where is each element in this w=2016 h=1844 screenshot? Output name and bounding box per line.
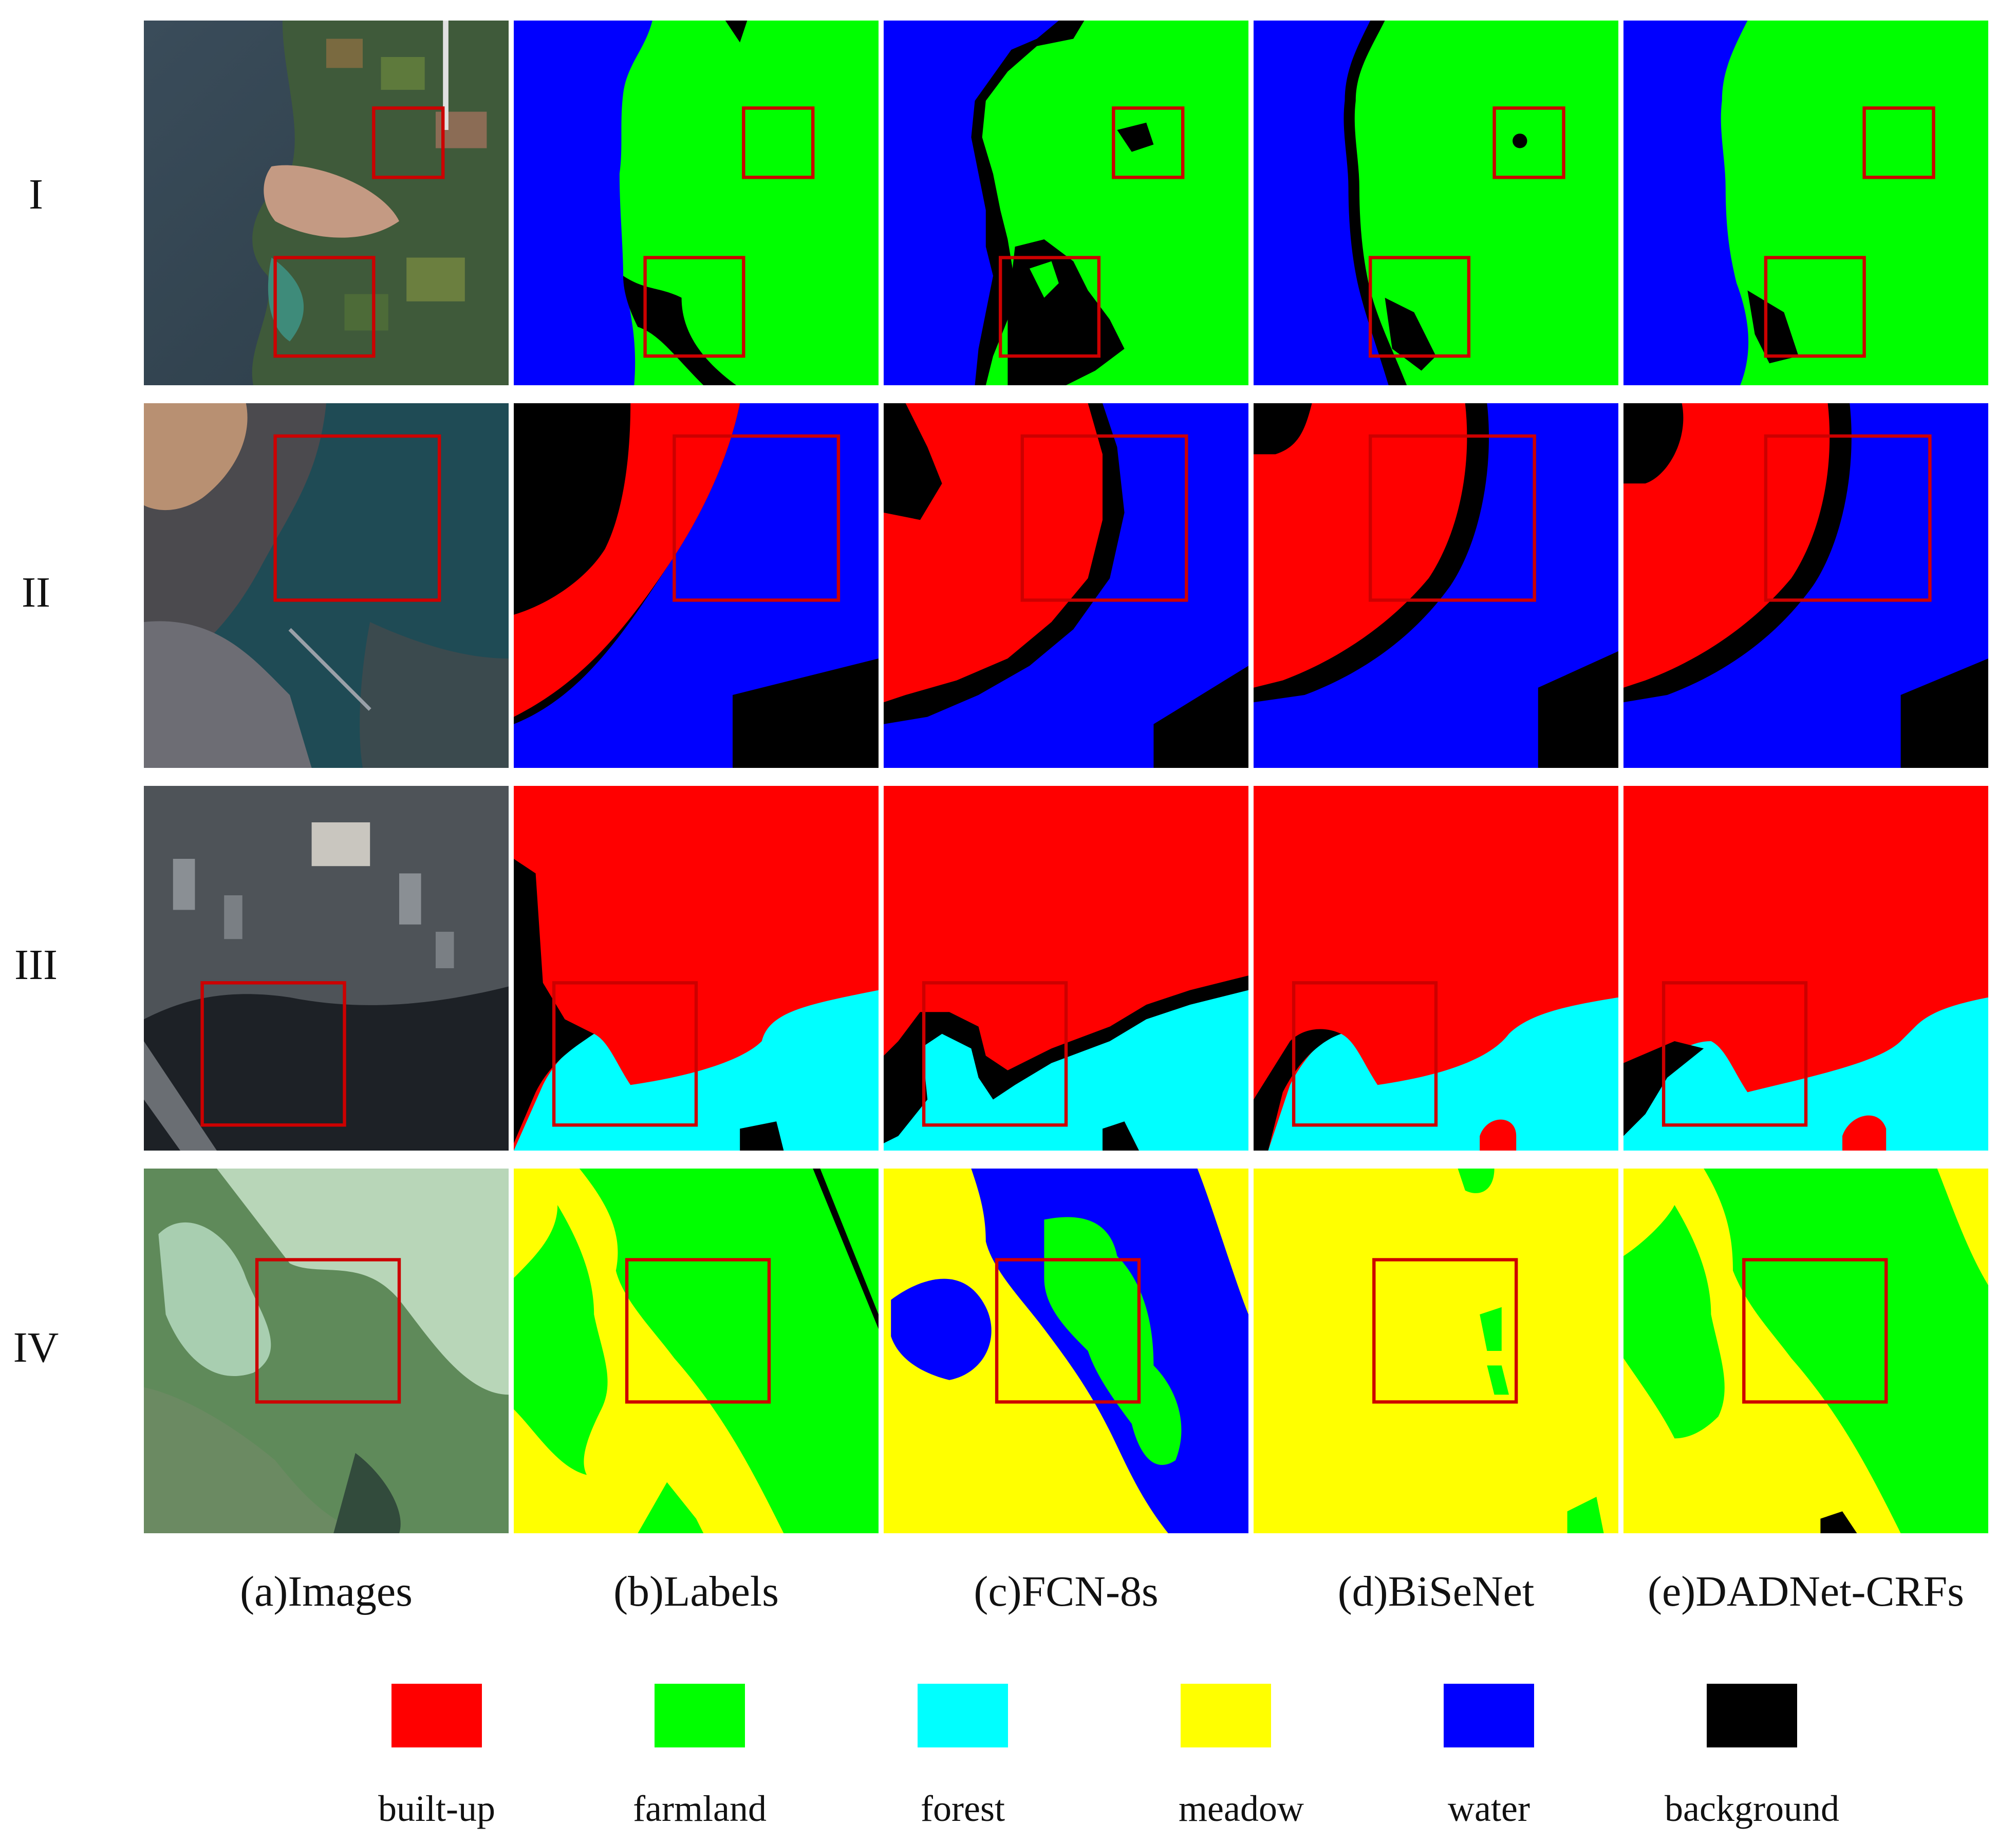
row-label-1: I: [29, 171, 43, 218]
labels-row1: [514, 21, 879, 385]
labels-row3: [514, 786, 879, 1151]
legend-label-forest: forest: [921, 1788, 1005, 1829]
legend-label-meadow: meadow: [1179, 1788, 1304, 1829]
column-label-dadnet: (e)DADNet-CRFs: [1648, 1568, 1964, 1615]
row-label-3: III: [14, 941, 58, 989]
column-label-bisenet: (d)BiSeNet: [1337, 1568, 1535, 1615]
labels-row2: [514, 403, 879, 768]
fcn8s-row4: [884, 1169, 1248, 1533]
legend-label-water: water: [1448, 1788, 1530, 1829]
legend-swatch-built-up: [391, 1684, 482, 1747]
image-row2: [144, 403, 509, 768]
image-row1: [144, 21, 509, 385]
bisenet-row2: [1254, 403, 1618, 768]
image-row4: [144, 1169, 509, 1533]
dadnet-row4: [1623, 1169, 1988, 1533]
row-label-2: II: [22, 569, 50, 616]
dadnet-row2: [1623, 403, 1988, 768]
column-label-labels: (b)Labels: [613, 1568, 779, 1615]
dadnet-row3: [1623, 786, 1988, 1151]
fcn8s-row2: [884, 403, 1248, 768]
dadnet-row1: [1623, 21, 1988, 385]
legend-swatch-background: [1707, 1684, 1797, 1747]
legend-swatch-water: [1444, 1684, 1534, 1747]
legend-swatch-meadow: [1181, 1684, 1271, 1747]
image-row3: [144, 786, 509, 1151]
legend-label-built-up: built-up: [378, 1788, 495, 1829]
bisenet-row3: [1254, 786, 1618, 1151]
legend-label-farmland: farmland: [633, 1788, 767, 1829]
bisenet-row4: [1254, 1169, 1618, 1533]
fcn8s-row3: [884, 786, 1248, 1151]
legend-swatch-farmland: [655, 1684, 745, 1747]
bisenet-row1: [1254, 21, 1618, 385]
fcn8s-row1: [884, 21, 1248, 385]
column-label-images: (a)Images: [240, 1568, 413, 1615]
column-label-fcn8s: (c)FCN-8s: [974, 1568, 1159, 1615]
legend-label-background: background: [1665, 1788, 1839, 1829]
labels-row4: [514, 1169, 879, 1533]
legend-swatch-forest: [918, 1684, 1008, 1747]
row-label-4: IV: [13, 1324, 59, 1371]
